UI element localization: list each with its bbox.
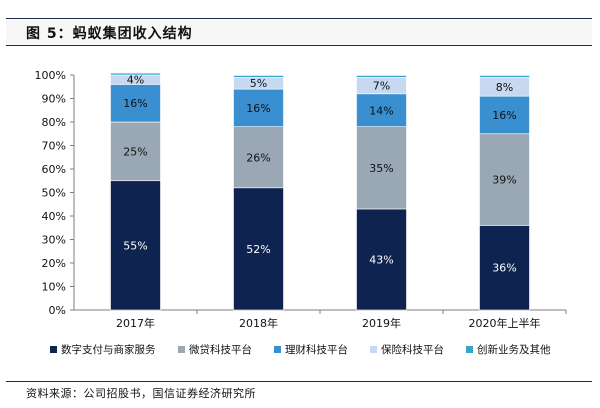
bar-data-label: 8% [496,81,513,94]
y-tick-label: 80% [42,116,66,129]
bar-segment [356,75,407,78]
y-tick-label: 70% [42,140,66,153]
legend-swatch [50,346,57,353]
y-tick-label: 10% [42,281,66,294]
bar-data-label: 26% [246,151,270,164]
bar-data-label: 16% [123,97,147,110]
y-tick-label: 30% [42,234,66,247]
y-tick-label: 20% [42,257,66,270]
bar-segment [110,72,161,76]
legend-label: 理财科技平台 [285,343,348,356]
bar-data-label: 25% [123,145,147,158]
legend-swatch [274,346,281,353]
bar-data-label: 43% [369,253,393,266]
bar-segment [356,208,407,311]
x-tick-label: 2018年 [239,316,278,330]
y-tick-label: 50% [42,187,66,200]
chart-bars: 55% 25% 16% 4% 52% 26% 16% 5% 43% 35% 14% 7% 36% 39% 1… [110,72,530,311]
x-tick-label: 2020年上半年 [469,316,541,330]
y-tick-label: 100% [35,69,66,82]
bar-data-label: 52% [246,243,270,256]
legend-swatch [370,346,377,353]
legend-swatch [466,346,473,353]
bar-data-label: 39% [492,174,516,187]
bar-segment [479,225,530,311]
bar-data-label: 55% [123,239,147,252]
bar-segment [356,93,407,128]
bar-segment [110,121,161,182]
bar-segment [110,84,161,123]
bar-segment [356,126,407,210]
legend-label: 微贷科技平台 [189,343,252,356]
y-tick-label: 40% [42,210,66,223]
bar-data-label: 16% [246,102,270,115]
bar-data-label: 7% [373,80,390,93]
y-tick-label: 0% [49,304,66,317]
bar-segment [479,75,530,78]
bar-data-label: 36% [492,262,516,275]
bar-data-label: 4% [127,74,144,87]
bar-data-label: 14% [369,104,393,117]
figure-source: 资料来源：公司招股书，国信证券经济研究所 [26,387,256,400]
bar-data-label: 5% [250,77,267,90]
bar-data-label: 35% [369,162,393,175]
chart-legend: 数字支付与商家服务 微贷科技平台 理财科技平台 保险科技平台 创新业务及其他 [50,343,551,356]
bar-segment [233,187,284,311]
legend-swatch [178,346,185,353]
bar-segment [233,75,284,78]
legend-label: 创新业务及其他 [477,343,551,356]
x-tick-label: 2019年 [362,316,401,330]
bar-segment [110,180,161,311]
bar-segment [479,95,530,135]
x-tick-label: 2017年 [116,316,155,330]
y-tick-label: 90% [42,93,66,106]
y-tick-label: 60% [42,163,66,176]
legend-label: 数字支付与商家服务 [61,343,156,356]
figure-title: 图 5：蚂蚁集团收入结构 [26,26,193,42]
chart-axes: 0% 10% 20% 30% 40% 50% 60% 70% 80% 90% 100% 2017年 20… [35,69,567,330]
bar-segment [479,133,530,226]
legend-label: 保险科技平台 [381,343,444,356]
figure-title-bar: 图 5：蚂蚁集团收入结构 [6,18,592,46]
source-bar: 资料来源：公司招股书，国信证券经济研究所 [6,381,592,402]
bar-data-label: 16% [492,109,516,122]
